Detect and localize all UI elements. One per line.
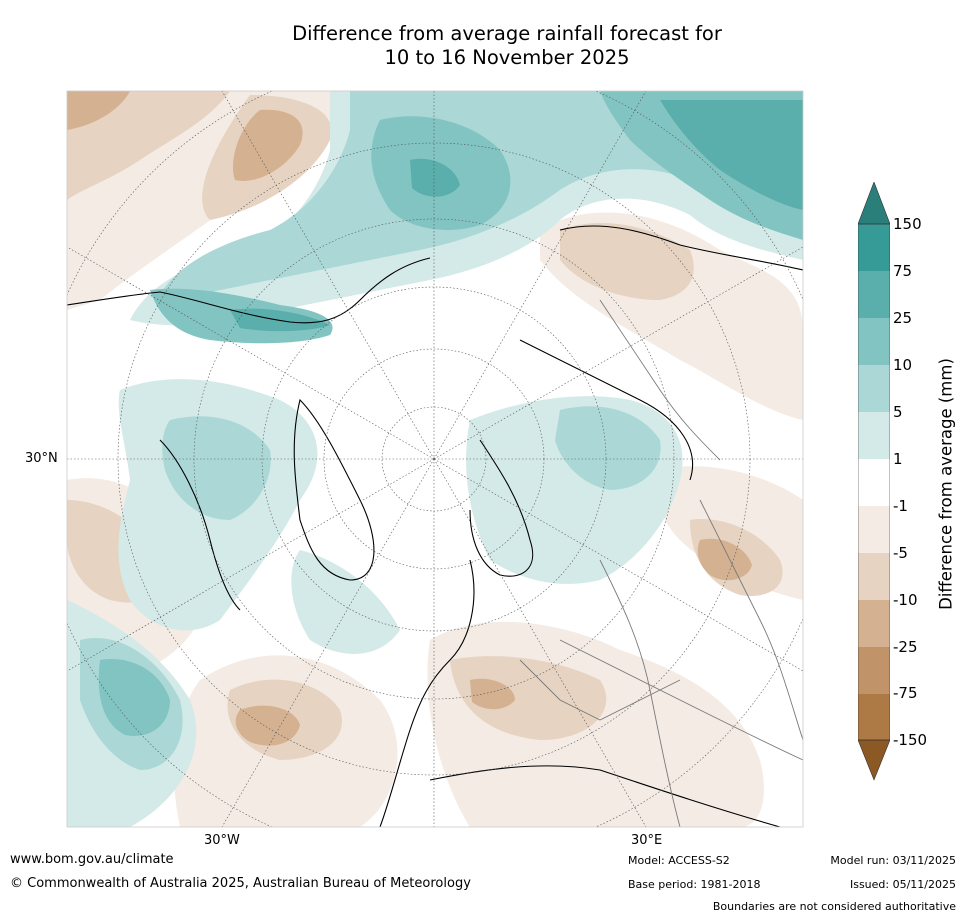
colorbar-segment bbox=[858, 318, 890, 365]
colorbar-tick-label: 150 bbox=[893, 215, 922, 233]
graticule bbox=[67, 91, 803, 827]
footer-url: www.bom.gov.au/climate bbox=[10, 852, 174, 867]
colorbar-segment bbox=[858, 694, 890, 740]
footer-model: Model: ACCESS-S2 bbox=[628, 854, 730, 867]
map-title: Difference from average rainfall forecas… bbox=[200, 22, 814, 70]
colorbar-tick-label: -5 bbox=[893, 544, 908, 562]
footer-base-period: Base period: 1981-2018 bbox=[628, 878, 761, 891]
footer-model-run: Model run: 03/11/2025 bbox=[830, 854, 956, 867]
title-line-1: Difference from average rainfall forecas… bbox=[292, 22, 722, 45]
colorbar-segment bbox=[858, 224, 890, 271]
colorbar-tick-label: 10 bbox=[893, 356, 913, 374]
colorbar-tick-label: 1 bbox=[893, 450, 903, 468]
country-borders bbox=[519, 299, 803, 827]
colorbar-tick-label: 25 bbox=[893, 309, 913, 327]
colorbar-tick-label: -150 bbox=[893, 731, 928, 749]
colorbar-segment bbox=[858, 412, 890, 459]
colorbar-bottom-arrow bbox=[858, 740, 890, 780]
colorbar-top-arrow bbox=[858, 182, 890, 224]
colorbar-title: Difference from average (mm) bbox=[936, 358, 956, 610]
footer-issued: Issued: 05/11/2025 bbox=[849, 878, 956, 891]
map-layers bbox=[67, 91, 803, 827]
longitude-label-30e: 30°E bbox=[631, 833, 663, 848]
colorbar-tick-label: -25 bbox=[893, 638, 918, 656]
colorbar-segment bbox=[858, 365, 890, 412]
colorbar-tick-label: 75 bbox=[893, 262, 913, 280]
colorbar-tick-label: -10 bbox=[893, 591, 918, 609]
coastlines bbox=[67, 225, 803, 827]
colorbar-tick-label: 5 bbox=[893, 403, 903, 421]
latitude-label-30n: 30°N bbox=[25, 451, 58, 466]
colorbar-segment bbox=[858, 647, 890, 694]
colorbar-tick-label: -1 bbox=[893, 497, 908, 515]
colorbar-tick-label: -75 bbox=[893, 684, 918, 702]
colorbar-segment bbox=[858, 459, 890, 506]
footer-disclaimer: Boundaries are not considered authoritat… bbox=[712, 900, 956, 913]
colorbar-segment bbox=[858, 553, 890, 600]
drier-strong-regions bbox=[67, 91, 752, 746]
wetter-very-strong-regions bbox=[230, 100, 803, 332]
footer-copyright: © Commonwealth of Australia 2025, Austra… bbox=[10, 876, 471, 891]
colorbar bbox=[858, 182, 890, 781]
colorbar-segment bbox=[858, 506, 890, 553]
longitude-label-30w: 30°W bbox=[204, 833, 240, 848]
title-line-2: 10 to 16 November 2025 bbox=[384, 46, 630, 69]
colorbar-segment bbox=[858, 600, 890, 647]
colorbar-segment bbox=[858, 271, 890, 318]
